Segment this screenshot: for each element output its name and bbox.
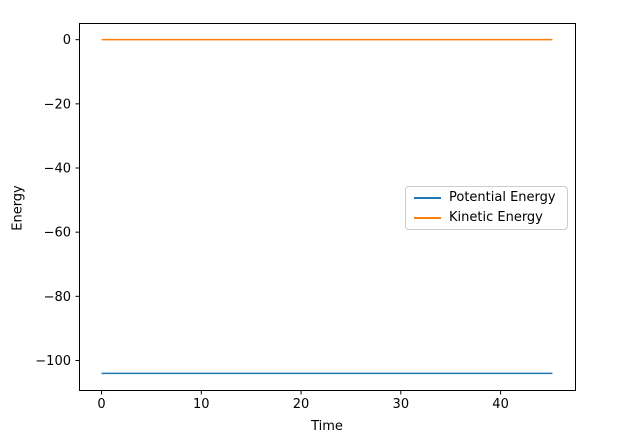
plot-border xyxy=(79,23,576,391)
legend-label: Potential Energy xyxy=(449,190,556,205)
x-tick-label: 10 xyxy=(193,397,210,412)
x-tick-label: 0 xyxy=(97,397,105,412)
y-axis-label: Energy xyxy=(10,185,26,231)
legend: Potential Energy Kinetic Energy xyxy=(405,186,568,230)
x-tick-label: 20 xyxy=(293,397,310,412)
y-tick-label: −100 xyxy=(35,354,71,369)
x-tick-label: 40 xyxy=(492,397,509,412)
legend-item: Kinetic Energy xyxy=(414,210,559,226)
x-axis-label: Time xyxy=(311,419,343,434)
legend-label: Kinetic Energy xyxy=(449,210,543,225)
legend-line-swatch xyxy=(414,197,441,199)
y-tick-label: −80 xyxy=(44,290,71,305)
y-tick-label: −40 xyxy=(44,162,71,177)
y-tick-label: −20 xyxy=(44,97,71,112)
legend-line-swatch xyxy=(414,217,441,219)
y-tick-label: 0 xyxy=(63,33,71,48)
y-tick-label: −60 xyxy=(44,226,71,241)
legend-item: Potential Energy xyxy=(414,190,559,206)
x-tick-label: 30 xyxy=(393,397,410,412)
